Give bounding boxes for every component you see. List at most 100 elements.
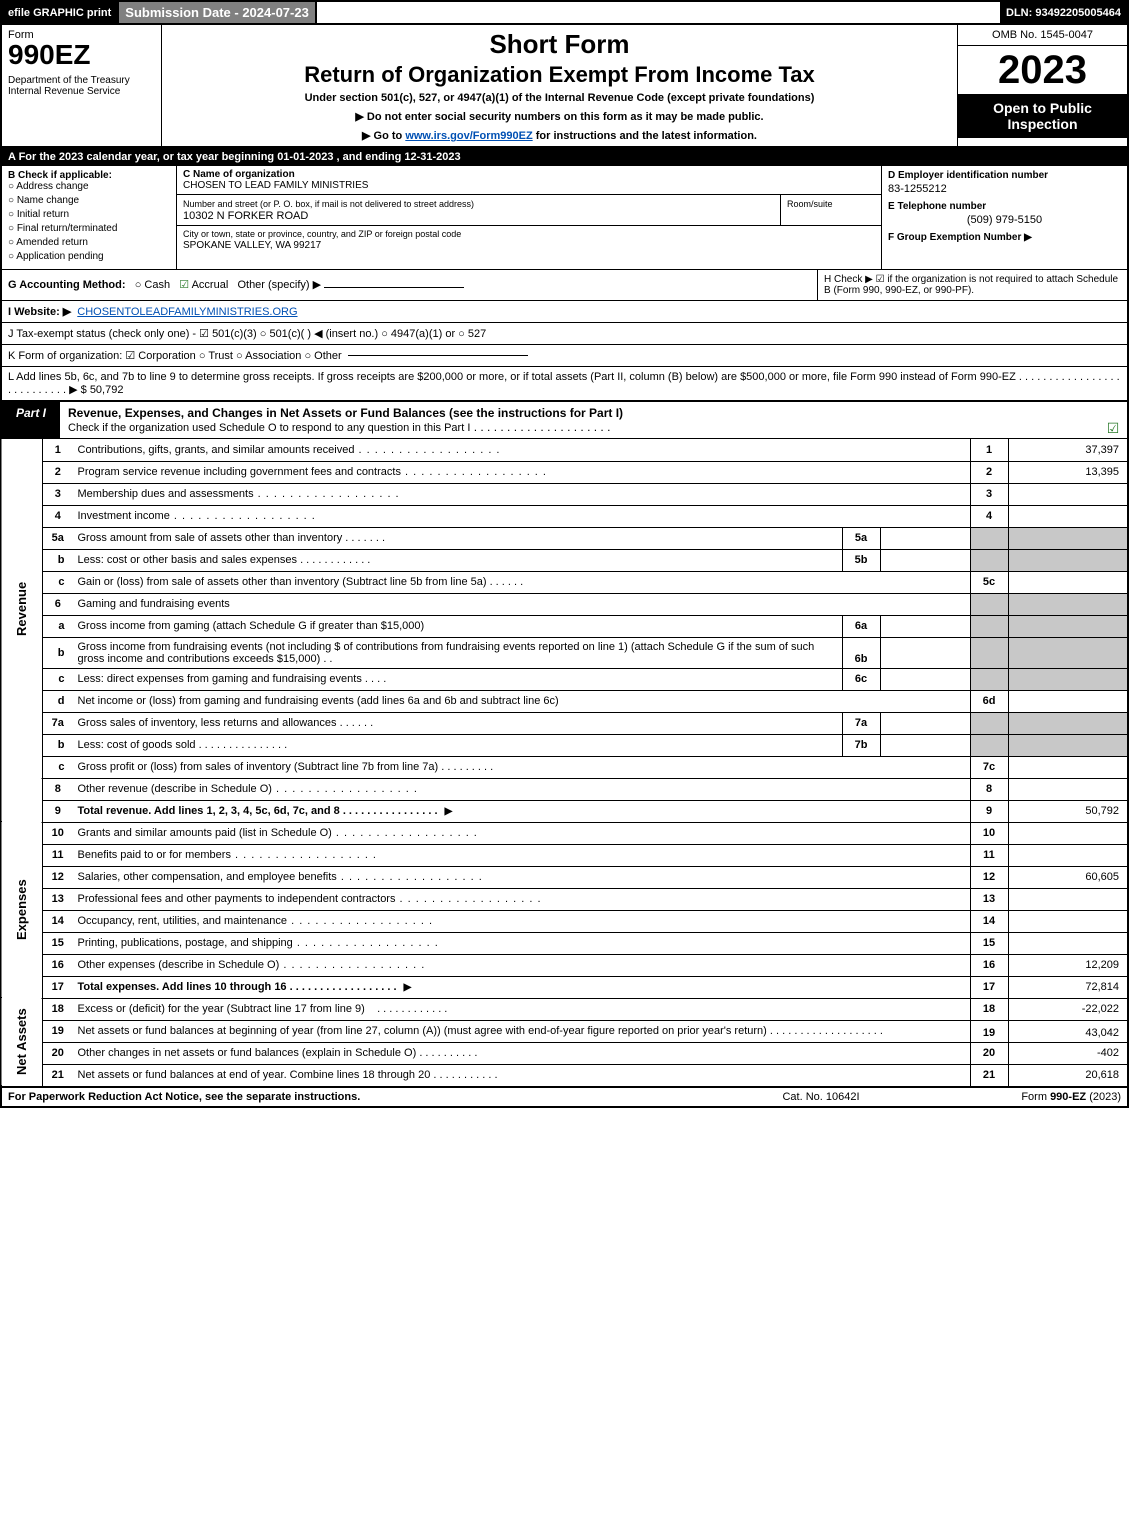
row-5c: c Gain or (loss) from sale of assets oth… bbox=[1, 571, 1128, 593]
l10-amt bbox=[1008, 822, 1128, 844]
acct-accrual[interactable]: Accrual bbox=[192, 279, 229, 291]
l13-num: 13 bbox=[43, 888, 73, 910]
page-footer: For Paperwork Reduction Act Notice, see … bbox=[0, 1087, 1129, 1108]
chk-amended-return[interactable]: Amended return bbox=[8, 237, 170, 248]
part-1-header: Part I Revenue, Expenses, and Changes in… bbox=[0, 401, 1129, 439]
l16-amt: 12,209 bbox=[1008, 954, 1128, 976]
form-number: 990EZ bbox=[8, 41, 155, 69]
box-b: B Check if applicable: Address change Na… bbox=[2, 166, 177, 269]
l13-ln: 13 bbox=[970, 888, 1008, 910]
l6-amt-grey bbox=[1008, 593, 1128, 615]
row-6a: a Gross income from gaming (attach Sched… bbox=[1, 615, 1128, 637]
l7a-desc: Gross sales of inventory, less returns a… bbox=[78, 717, 337, 729]
header-right: OMB No. 1545-0047 2023 Open to Public In… bbox=[957, 25, 1127, 146]
line-l-text: L Add lines 5b, 6c, and 7b to line 9 to … bbox=[8, 371, 1120, 396]
l17-amt: 72,814 bbox=[1008, 976, 1128, 998]
dept-treasury: Department of the Treasury Internal Reve… bbox=[8, 75, 155, 97]
l18-num: 18 bbox=[43, 998, 73, 1020]
chk-application-pending[interactable]: Application pending bbox=[8, 251, 170, 262]
l4-ln: 4 bbox=[970, 505, 1008, 527]
l2-amt: 13,395 bbox=[1008, 461, 1128, 483]
l6b-mini: 6b bbox=[842, 637, 880, 668]
l6a-mini: 6a bbox=[842, 615, 880, 637]
efile-label[interactable]: efile GRAPHIC print bbox=[2, 2, 119, 23]
row-6d: d Net income or (loss) from gaming and f… bbox=[1, 690, 1128, 712]
row-9: 9 Total revenue. Add lines 1, 2, 3, 4, 5… bbox=[1, 800, 1128, 822]
row-10: Expenses 10 Grants and similar amounts p… bbox=[1, 822, 1128, 844]
part-1-schedule-o-check[interactable]: ☑ bbox=[1099, 402, 1127, 438]
dln-label: DLN: 93492205005464 bbox=[1000, 2, 1127, 23]
row-11: 11 Benefits paid to or for members 11 bbox=[1, 844, 1128, 866]
top-bar: efile GRAPHIC print Submission Date - 20… bbox=[0, 0, 1129, 25]
l7b-mini: 7b bbox=[842, 734, 880, 756]
chk-address-change[interactable]: Address change bbox=[8, 181, 170, 192]
l14-ln: 14 bbox=[970, 910, 1008, 932]
l14-amt bbox=[1008, 910, 1128, 932]
ein-value: 83-1255212 bbox=[888, 183, 1121, 195]
website-link[interactable]: CHOSENTOLEADFAMILYMINISTRIES.ORG bbox=[77, 306, 297, 318]
city-state-zip: SPOKANE VALLEY, WA 99217 bbox=[183, 240, 321, 251]
l8-desc: Other revenue (describe in Schedule O) bbox=[78, 783, 272, 795]
l18-ln: 18 bbox=[970, 998, 1008, 1020]
acct-other[interactable]: Other (specify) ▶ bbox=[237, 279, 321, 291]
l15-amt bbox=[1008, 932, 1128, 954]
l20-num: 20 bbox=[43, 1042, 73, 1064]
l7a-ln-grey bbox=[970, 712, 1008, 734]
l6c-mini: 6c bbox=[842, 668, 880, 690]
row-12: 12 Salaries, other compensation, and emp… bbox=[1, 866, 1128, 888]
l21-amt: 20,618 bbox=[1008, 1064, 1128, 1086]
l5c-ln: 5c bbox=[970, 571, 1008, 593]
l5b-desc: Less: cost or other basis and sales expe… bbox=[78, 554, 298, 566]
part-1-desc: Revenue, Expenses, and Changes in Net As… bbox=[60, 402, 1099, 438]
line-j-text: J Tax-exempt status (check only one) - ☑… bbox=[8, 327, 486, 340]
box-def: D Employer identification number 83-1255… bbox=[882, 166, 1127, 269]
part-1-table: Revenue 1 Contributions, gifts, grants, … bbox=[0, 439, 1129, 1087]
section-a-bar: A For the 2023 calendar year, or tax yea… bbox=[0, 148, 1129, 166]
l13-amt bbox=[1008, 888, 1128, 910]
row-5b: b Less: cost or other basis and sales ex… bbox=[1, 549, 1128, 571]
row-20: 20 Other changes in net assets or fund b… bbox=[1, 1042, 1128, 1064]
l5a-ln-grey bbox=[970, 527, 1008, 549]
phone-value: (509) 979-5150 bbox=[888, 214, 1121, 226]
l1-amt: 37,397 bbox=[1008, 439, 1128, 461]
org-name-label: C Name of organization bbox=[183, 169, 295, 180]
line-j: J Tax-exempt status (check only one) - ☑… bbox=[0, 323, 1129, 345]
chk-final-return[interactable]: Final return/terminated bbox=[8, 223, 170, 234]
l7b-amt-grey bbox=[1008, 734, 1128, 756]
l2-num: 2 bbox=[43, 461, 73, 483]
l18-amt: -22,022 bbox=[1008, 998, 1128, 1020]
l5b-amt-grey bbox=[1008, 549, 1128, 571]
line-k-text: K Form of organization: ☑ Corporation ○ … bbox=[8, 349, 342, 362]
l6b-ln-grey bbox=[970, 637, 1008, 668]
row-13: 13 Professional fees and other payments … bbox=[1, 888, 1128, 910]
l1-num: 1 bbox=[43, 439, 73, 461]
l10-ln: 10 bbox=[970, 822, 1008, 844]
lines-g-h: G Accounting Method: ○ Cash ☑ Accrual Ot… bbox=[0, 270, 1129, 301]
l17-num: 17 bbox=[43, 976, 73, 998]
public-inspection: Open to Public Inspection bbox=[958, 94, 1127, 138]
chk-name-change[interactable]: Name change bbox=[8, 195, 170, 206]
ein-label: D Employer identification number bbox=[888, 170, 1121, 181]
l5b-mini-val bbox=[880, 549, 970, 571]
irs-link[interactable]: www.irs.gov/Form990EZ bbox=[405, 130, 532, 142]
l2-ln: 2 bbox=[970, 461, 1008, 483]
row-21: 21 Net assets or fund balances at end of… bbox=[1, 1064, 1128, 1086]
l6b-amt-grey bbox=[1008, 637, 1128, 668]
room-label: Room/suite bbox=[787, 199, 833, 209]
l5a-amt-grey bbox=[1008, 527, 1128, 549]
acct-cash[interactable]: Cash bbox=[144, 279, 170, 291]
l11-amt bbox=[1008, 844, 1128, 866]
l12-amt: 60,605 bbox=[1008, 866, 1128, 888]
l2-desc: Program service revenue including govern… bbox=[78, 466, 401, 478]
org-name-cell: C Name of organization CHOSEN TO LEAD FA… bbox=[177, 166, 881, 195]
street-cell: Number and street (or P. O. box, if mail… bbox=[177, 195, 781, 225]
chk-initial-return[interactable]: Initial return bbox=[8, 209, 170, 220]
l7c-amt bbox=[1008, 756, 1128, 778]
row-6b: b Gross income from fundraising events (… bbox=[1, 637, 1128, 668]
l8-ln: 8 bbox=[970, 778, 1008, 800]
row-8: 8 Other revenue (describe in Schedule O)… bbox=[1, 778, 1128, 800]
header-left: Form 990EZ Department of the Treasury In… bbox=[2, 25, 162, 146]
l12-desc: Salaries, other compensation, and employ… bbox=[78, 871, 337, 883]
l6b-num: b bbox=[43, 637, 73, 668]
expenses-side-label: Expenses bbox=[1, 822, 43, 998]
